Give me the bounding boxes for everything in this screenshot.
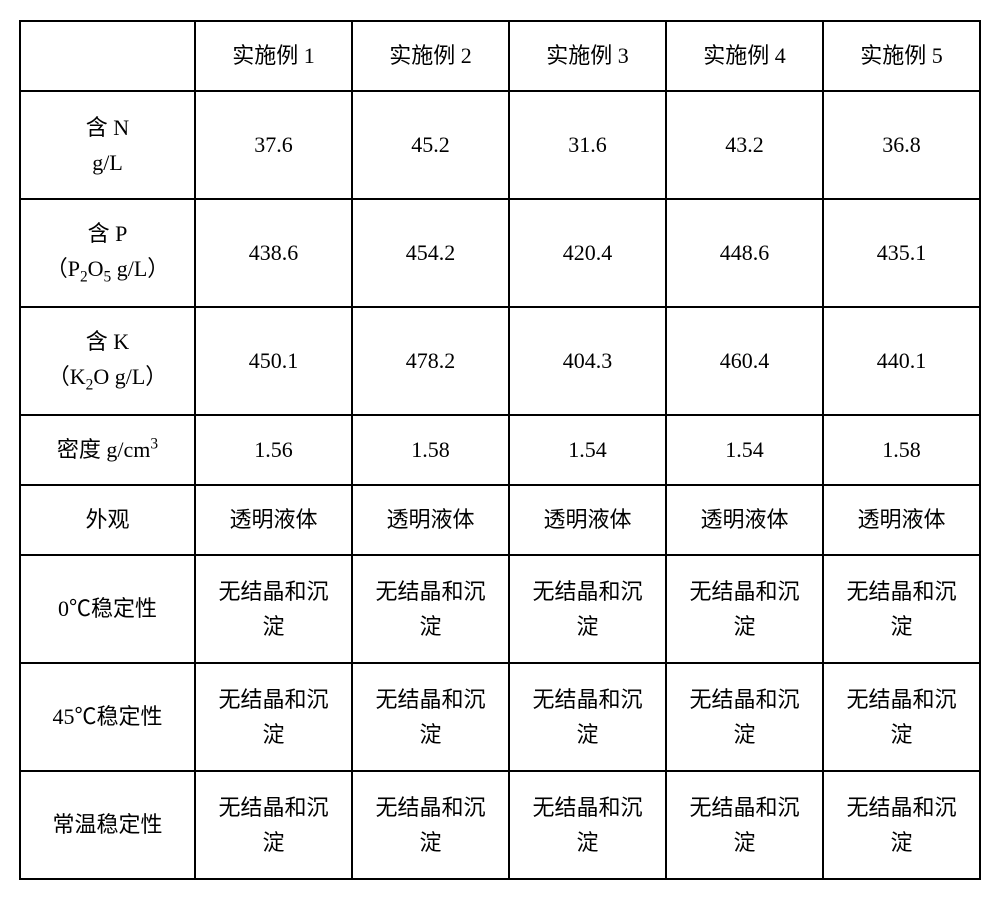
cell: 448.6	[666, 199, 823, 307]
cell: 37.6	[195, 91, 352, 199]
cell: 478.2	[352, 307, 509, 415]
cell: 透明液体	[509, 485, 666, 555]
cell: 43.2	[666, 91, 823, 199]
cell: 无结晶和沉淀	[352, 771, 509, 879]
col-header: 实施例 3	[509, 21, 666, 91]
cell: 460.4	[666, 307, 823, 415]
row-header-appearance: 外观	[20, 485, 195, 555]
col-header: 实施例 4	[666, 21, 823, 91]
cell: 无结晶和沉淀	[666, 555, 823, 663]
cell: 1.54	[509, 415, 666, 485]
header-blank	[20, 21, 195, 91]
cell: 1.54	[666, 415, 823, 485]
table-row: 45℃稳定性 无结晶和沉淀 无结晶和沉淀 无结晶和沉淀 无结晶和沉淀 无结晶和沉…	[20, 663, 980, 771]
row-header-stability-0c: 0℃稳定性	[20, 555, 195, 663]
cell: 无结晶和沉淀	[352, 663, 509, 771]
cell: 无结晶和沉淀	[823, 663, 980, 771]
cell: 31.6	[509, 91, 666, 199]
cell: 无结晶和沉淀	[195, 663, 352, 771]
cell: 45.2	[352, 91, 509, 199]
cell: 无结晶和沉淀	[352, 555, 509, 663]
row-header-n: 含 Ng/L	[20, 91, 195, 199]
table-row: 常温稳定性 无结晶和沉淀 无结晶和沉淀 无结晶和沉淀 无结晶和沉淀 无结晶和沉淀	[20, 771, 980, 879]
cell: 无结晶和沉淀	[509, 555, 666, 663]
cell: 透明液体	[666, 485, 823, 555]
table-row: 含 K（K2O g/L） 450.1 478.2 404.3 460.4 440…	[20, 307, 980, 415]
col-header: 实施例 5	[823, 21, 980, 91]
cell: 无结晶和沉淀	[509, 663, 666, 771]
cell: 无结晶和沉淀	[195, 555, 352, 663]
cell: 无结晶和沉淀	[666, 771, 823, 879]
table-row: 含 Ng/L 37.6 45.2 31.6 43.2 36.8	[20, 91, 980, 199]
table-row: 0℃稳定性 无结晶和沉淀 无结晶和沉淀 无结晶和沉淀 无结晶和沉淀 无结晶和沉淀	[20, 555, 980, 663]
cell: 440.1	[823, 307, 980, 415]
cell: 无结晶和沉淀	[195, 771, 352, 879]
cell: 无结晶和沉淀	[509, 771, 666, 879]
cell: 无结晶和沉淀	[823, 555, 980, 663]
cell: 1.56	[195, 415, 352, 485]
data-table: 实施例 1 实施例 2 实施例 3 实施例 4 实施例 5 含 Ng/L 37.…	[19, 20, 981, 880]
table-header-row: 实施例 1 实施例 2 实施例 3 实施例 4 实施例 5	[20, 21, 980, 91]
cell: 404.3	[509, 307, 666, 415]
table-row: 含 P（P2O5 g/L） 438.6 454.2 420.4 448.6 43…	[20, 199, 980, 307]
cell: 36.8	[823, 91, 980, 199]
cell: 450.1	[195, 307, 352, 415]
cell: 透明液体	[823, 485, 980, 555]
cell: 透明液体	[352, 485, 509, 555]
cell: 无结晶和沉淀	[823, 771, 980, 879]
table-row: 密度 g/cm3 1.56 1.58 1.54 1.54 1.58	[20, 415, 980, 485]
row-header-stability-45c: 45℃稳定性	[20, 663, 195, 771]
row-header-p: 含 P（P2O5 g/L）	[20, 199, 195, 307]
cell: 420.4	[509, 199, 666, 307]
col-header: 实施例 2	[352, 21, 509, 91]
cell: 1.58	[352, 415, 509, 485]
row-header-density: 密度 g/cm3	[20, 415, 195, 485]
cell: 454.2	[352, 199, 509, 307]
col-header: 实施例 1	[195, 21, 352, 91]
cell: 透明液体	[195, 485, 352, 555]
cell: 435.1	[823, 199, 980, 307]
row-header-k: 含 K（K2O g/L）	[20, 307, 195, 415]
cell: 1.58	[823, 415, 980, 485]
cell: 无结晶和沉淀	[666, 663, 823, 771]
cell: 438.6	[195, 199, 352, 307]
table-row: 外观 透明液体 透明液体 透明液体 透明液体 透明液体	[20, 485, 980, 555]
row-header-stability-rt: 常温稳定性	[20, 771, 195, 879]
